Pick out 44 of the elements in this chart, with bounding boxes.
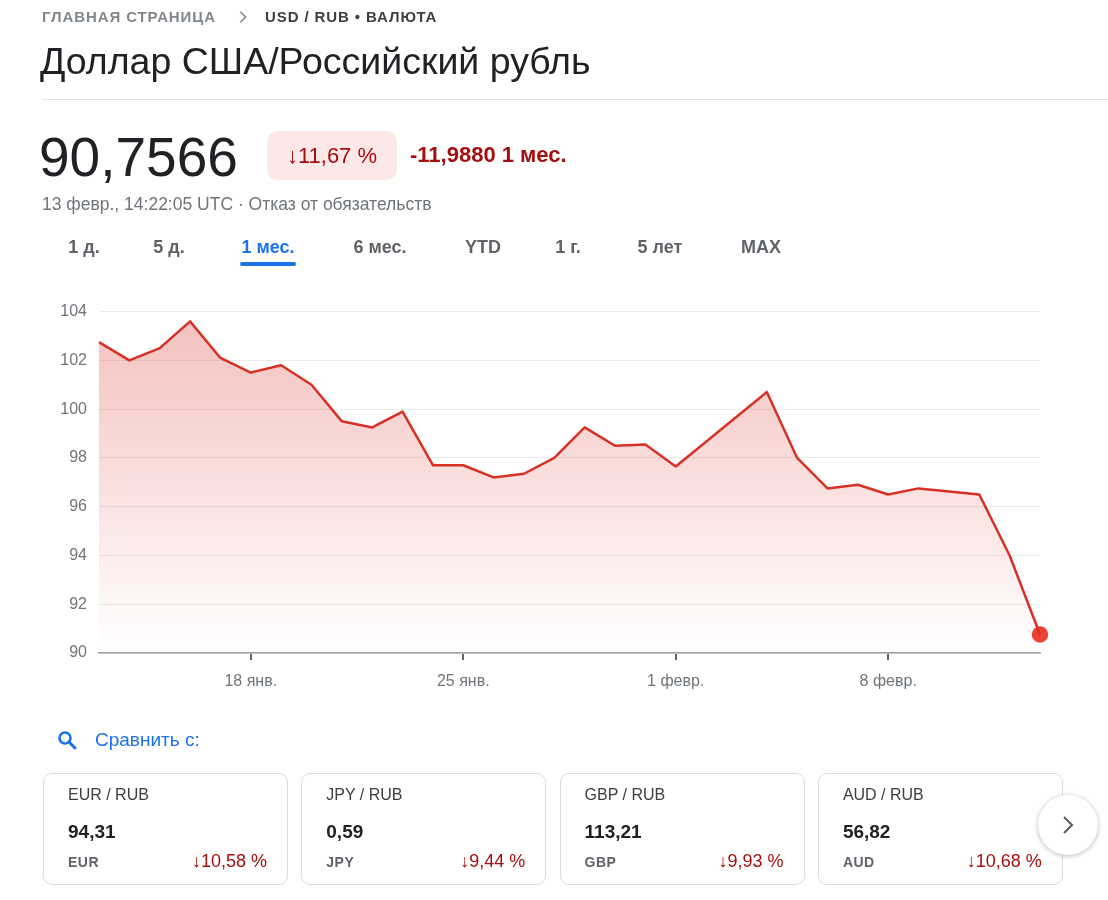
text: 94,31 xyxy=(68,821,116,843)
text: ↓9,93 % xyxy=(718,851,784,872)
x-tick-label: 18 янв. xyxy=(224,672,278,690)
y-tick-label: 104 xyxy=(60,302,88,320)
x-tick-label: 8 февр. xyxy=(859,672,917,690)
text: ↓9,44 % xyxy=(460,851,526,872)
y-tick-label: 102 xyxy=(60,350,88,368)
chart-title: Доллар США/Российский рубль xyxy=(40,40,591,84)
text: AUD / RUB xyxy=(842,786,924,805)
text: 0,59 xyxy=(326,821,364,843)
text: 113,21 xyxy=(584,821,642,843)
text: 13 февр., 14:22:05 UTC · Отказ от обязательств xyxy=(42,194,432,215)
text: ↓10,68 % xyxy=(966,851,1042,872)
x-tick-label: 25 янв. xyxy=(436,672,490,690)
text: ↓10,58 % xyxy=(191,851,267,872)
y-tick-label: 96 xyxy=(69,497,88,515)
x-tick-label: 1 февр. xyxy=(647,672,705,690)
text: GBP xyxy=(584,854,617,871)
text: ГЛАВНАЯ СТРАНИЦА xyxy=(42,8,216,26)
text: 1 мес. xyxy=(241,237,295,258)
y-tick-label: 94 xyxy=(69,545,88,563)
text: GBP / RUB xyxy=(584,786,666,805)
badge: ↓11,67 % xyxy=(267,131,397,180)
text: 90,7566 xyxy=(39,126,238,190)
text: MAX xyxy=(741,237,781,258)
text: 1 д. xyxy=(68,237,100,258)
y-tick-label: 98 xyxy=(69,448,88,466)
text: YTD xyxy=(465,237,501,258)
text: 5 лет xyxy=(637,237,683,258)
text: 56,82 xyxy=(842,821,891,843)
text: JPY xyxy=(326,854,355,871)
y-tick-label: 92 xyxy=(69,594,88,612)
text: 5 д. xyxy=(153,237,185,258)
text: EUR xyxy=(68,854,100,871)
text: 1 г. xyxy=(555,237,581,258)
text: AUD xyxy=(842,854,875,871)
y-tick-label: 100 xyxy=(60,399,88,417)
text: Сравнить с: xyxy=(95,729,200,751)
y-tick-label: 90 xyxy=(69,643,88,661)
text: -11,9880 1 мес. xyxy=(410,142,567,168)
text: EUR / RUB xyxy=(68,786,149,805)
text: 6 мес. xyxy=(353,237,407,258)
text: USD / RUB • ВАЛЮТА xyxy=(265,8,438,26)
text: JPY / RUB xyxy=(326,786,403,805)
